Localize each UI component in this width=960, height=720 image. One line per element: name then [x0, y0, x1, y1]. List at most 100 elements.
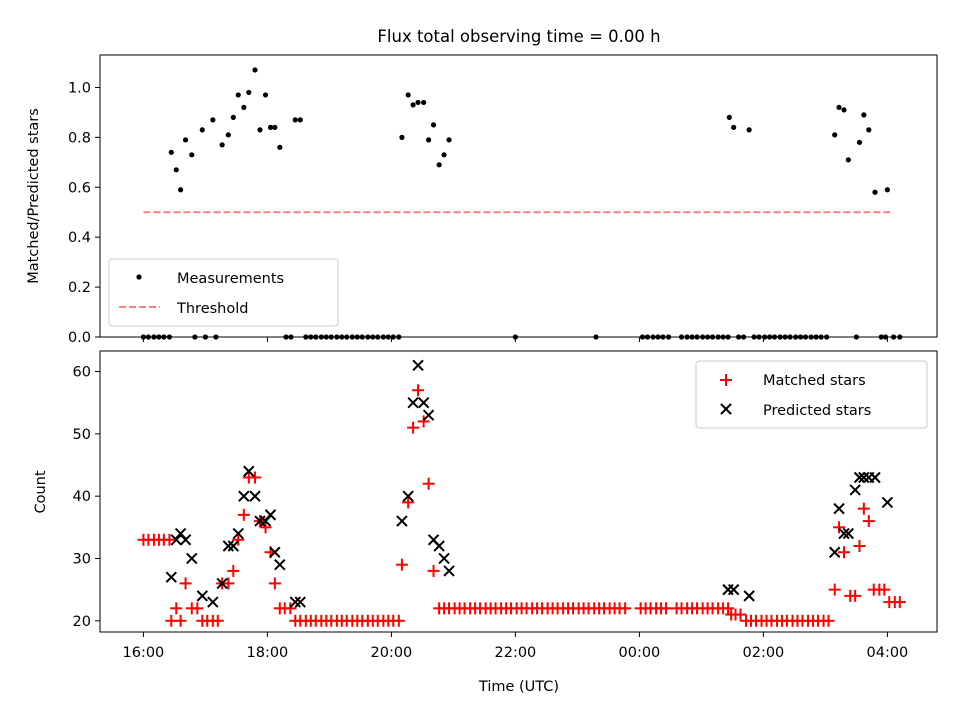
measurement-point — [399, 134, 405, 140]
measurement-point — [746, 127, 752, 133]
predicted-point — [433, 540, 445, 552]
x-tick-label: 16:00 — [123, 645, 165, 661]
measurement-point — [430, 122, 437, 128]
predicted-point — [869, 471, 881, 484]
top-y-tick-label: 0.8 — [68, 130, 91, 146]
top-y-tick-label: 0.2 — [68, 280, 91, 296]
predicted-point — [417, 397, 430, 409]
measurement-point — [845, 157, 851, 163]
predicted-point — [722, 583, 734, 596]
measurement-point — [415, 99, 421, 106]
matched-point — [284, 602, 297, 615]
bottom-chart-plot: 20 30 40 50 60 16:00 18:00 20:00 22:00 00:00 02:00… — [73, 359, 909, 661]
predicted-point — [227, 540, 240, 552]
measurement-point — [436, 162, 442, 168]
predicted-point — [216, 577, 228, 590]
matched-point — [893, 596, 906, 609]
x-tick-label: 18:00 — [247, 645, 289, 661]
bottom-y-tick-label: 50 — [73, 427, 91, 443]
matched-point — [392, 614, 405, 627]
top-chart-frame — [99, 54, 938, 338]
measurement-point — [182, 137, 189, 143]
predicted-point — [165, 571, 178, 583]
predicted-point — [207, 596, 219, 608]
top-chart-title: Flux total observing time = 0.00 h — [377, 27, 660, 46]
measurement-point — [225, 132, 231, 138]
matched-point — [237, 508, 250, 521]
matched-point — [833, 521, 846, 534]
matched-point — [427, 564, 440, 577]
predicted-point — [402, 490, 414, 502]
predicted-point — [838, 527, 850, 540]
legend-measurements-marker — [136, 274, 142, 280]
predicted-point — [170, 534, 182, 546]
predicted-point — [727, 583, 740, 596]
top-y-axis-label: Matched/Predicted stars — [26, 108, 42, 284]
predicted-point — [238, 490, 250, 502]
measurement-point — [219, 142, 225, 148]
measurement-point — [235, 92, 241, 98]
matched-point — [878, 583, 891, 596]
top-y-tick-label: 0.6 — [68, 180, 91, 196]
matched-point — [170, 602, 183, 615]
measurement-point — [168, 149, 174, 155]
measurement-point — [446, 137, 452, 143]
measurement-point — [257, 127, 263, 133]
measurement-point — [262, 92, 269, 98]
predicted-point — [412, 359, 424, 372]
top-chart-plot: 0.0 0.2 0.4 0.6 0.8 1.0 — [68, 67, 903, 346]
legend-measurements-label: Measurements — [177, 271, 284, 287]
measurement-point — [405, 92, 411, 98]
predicted-point — [289, 596, 302, 608]
matched-point — [412, 384, 425, 397]
matched-point — [822, 614, 835, 627]
matched-point — [417, 415, 430, 428]
predicted-point — [249, 490, 261, 502]
predicted-point — [294, 596, 306, 608]
measurement-point — [832, 132, 838, 138]
matched-point — [660, 602, 673, 615]
matched-point — [407, 421, 420, 434]
measurement-point — [861, 112, 867, 118]
x-tick-label: 04:00 — [867, 645, 909, 661]
predicted-point — [438, 552, 450, 565]
matched-point — [163, 533, 176, 546]
predicted-point — [743, 590, 755, 602]
matched-point — [227, 564, 240, 577]
predicted-point — [274, 559, 286, 571]
measurement-point — [426, 137, 432, 143]
measurement-point — [841, 107, 847, 113]
bottom-y-tick-label: 20 — [73, 614, 91, 630]
matched-point — [395, 558, 408, 571]
measurement-point — [210, 117, 216, 123]
predicted-point — [264, 509, 277, 521]
measurement-point — [866, 127, 872, 133]
legend-predicted-marker — [720, 403, 732, 415]
matched-point — [268, 577, 281, 590]
predicted-point — [849, 484, 861, 496]
x-tick-label: 00:00 — [619, 645, 661, 661]
measurement-point — [241, 104, 247, 111]
measurement-point — [297, 117, 303, 123]
measurement-point — [189, 152, 195, 158]
measurement-point — [731, 124, 737, 130]
matched-point — [422, 477, 435, 490]
measurement-point — [726, 114, 732, 120]
legend-threshold-label: Threshold — [176, 301, 248, 317]
predicted-point — [881, 496, 894, 509]
x-axis-label: Time (UTC) — [478, 679, 559, 695]
measurement-point — [267, 124, 274, 130]
matched-point — [211, 614, 224, 627]
x-tick-label: 22:00 — [495, 645, 537, 661]
measurement-point — [884, 187, 891, 193]
measurement-point — [277, 144, 283, 150]
measurement-point — [836, 104, 842, 111]
top-legend-box — [108, 258, 339, 327]
predicted-point — [196, 590, 209, 602]
matched-point — [849, 589, 862, 602]
matched-point — [853, 540, 866, 553]
measurement-point — [199, 127, 205, 133]
bottom-legend: Matched stars Predicted stars — [695, 360, 928, 429]
predicted-point — [853, 471, 866, 484]
